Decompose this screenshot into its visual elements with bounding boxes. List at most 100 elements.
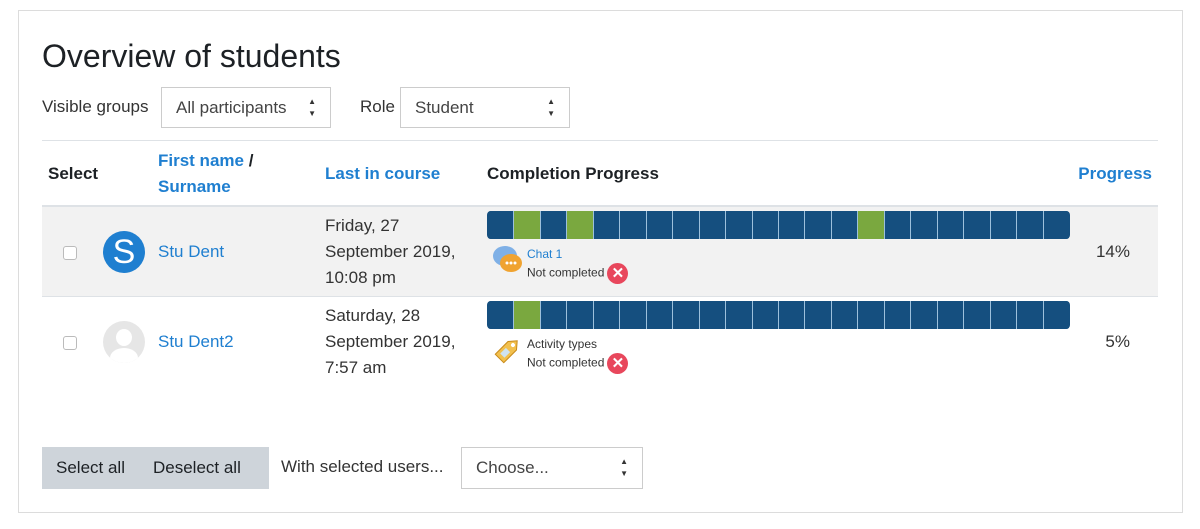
student-name-link[interactable]: Stu Dent <box>158 242 225 261</box>
header-name: First name / Surname <box>158 148 253 200</box>
activity-segment-incomplete[interactable] <box>989 301 1017 329</box>
date-line: Saturday, 28 <box>325 306 421 325</box>
student-name-link[interactable]: Stu Dent2 <box>158 332 234 351</box>
activity-segment-incomplete[interactable] <box>751 301 778 329</box>
activity-info: Chat 1 Not completed ✕ <box>492 245 629 284</box>
activity-segment-completed[interactable] <box>513 211 540 239</box>
activity-segment-incomplete[interactable] <box>963 211 990 239</box>
selection-button-group: Select all Deselect all <box>42 447 269 489</box>
visible-groups-select[interactable]: All participants ▲ ▼ <box>161 87 331 128</box>
activity-segment-incomplete[interactable] <box>539 301 567 329</box>
not-completed-icon: ✕ <box>607 263 629 284</box>
time-line: 7:57 am <box>325 358 387 377</box>
activity-segment-completed[interactable] <box>566 211 593 239</box>
activity-segment-incomplete[interactable] <box>619 301 646 329</box>
activity-segment-incomplete[interactable] <box>725 301 752 329</box>
activity-name: Activity types <box>527 337 598 351</box>
activity-segment-completed[interactable] <box>857 211 884 239</box>
activity-segment-incomplete[interactable] <box>488 211 514 239</box>
completion-progress-bar[interactable] <box>487 301 1070 329</box>
header-slash: / <box>243 151 254 170</box>
activity-segment-incomplete[interactable] <box>883 211 911 239</box>
date-line: September 2019, <box>325 332 456 351</box>
visible-groups-value: All participants <box>176 97 287 117</box>
progress-percent: 5% <box>1105 332 1130 351</box>
row-checkbox[interactable] <box>63 336 77 350</box>
activity-segment-incomplete[interactable] <box>857 301 884 329</box>
activity-segment-incomplete[interactable] <box>936 301 964 329</box>
activity-segment-incomplete[interactable] <box>698 301 726 329</box>
role-select[interactable]: Student ▲ ▼ <box>400 87 570 128</box>
avatar: S <box>103 231 145 273</box>
activity-segment-incomplete[interactable] <box>566 301 593 329</box>
time-line: 10:08 pm <box>325 268 396 287</box>
activity-segment-incomplete[interactable] <box>539 211 567 239</box>
activity-segment-incomplete[interactable] <box>936 211 964 239</box>
activity-segment-incomplete[interactable] <box>777 211 805 239</box>
date-line: September 2019, <box>325 242 456 261</box>
choose-value: Choose... <box>476 458 549 477</box>
activity-segment-incomplete[interactable] <box>910 301 937 329</box>
activity-segment-incomplete[interactable] <box>645 301 673 329</box>
divider <box>42 140 1158 141</box>
activity-segment-incomplete[interactable] <box>989 211 1017 239</box>
select-arrows-icon: ▲ ▼ <box>308 96 316 118</box>
select-arrows-icon: ▲ ▼ <box>547 96 555 118</box>
activity-segment-completed[interactable] <box>513 301 540 329</box>
activity-segment-incomplete[interactable] <box>592 301 620 329</box>
with-selected-select[interactable]: Choose... ▲ ▼ <box>461 447 643 489</box>
activity-segment-incomplete[interactable] <box>488 301 514 329</box>
activity-segment-incomplete[interactable] <box>804 211 831 239</box>
page-title: Overview of students <box>42 38 341 74</box>
activity-segment-incomplete[interactable] <box>1016 211 1043 239</box>
chat-icon <box>493 246 522 272</box>
avatar-placeholder <box>103 321 145 363</box>
activity-segment-incomplete[interactable] <box>725 211 752 239</box>
deselect-all-button[interactable]: Deselect all <box>152 458 241 477</box>
activity-segment-incomplete[interactable] <box>1042 301 1069 329</box>
divider <box>42 205 1158 207</box>
activity-segment-incomplete[interactable] <box>672 301 699 329</box>
status-text: Not completed <box>527 355 605 370</box>
divider <box>42 296 1158 297</box>
completion-progress-bar[interactable] <box>487 211 1070 239</box>
activity-segment-incomplete[interactable] <box>830 211 858 239</box>
sort-progress[interactable]: Progress <box>1078 164 1152 183</box>
activity-segment-incomplete[interactable] <box>777 301 805 329</box>
activity-segment-incomplete[interactable] <box>804 301 831 329</box>
date-line: Friday, 27 <box>325 216 400 235</box>
header-select: Select <box>48 164 99 183</box>
activity-segment-incomplete[interactable] <box>619 211 646 239</box>
progress-percent: 14% <box>1095 242 1130 261</box>
row-checkbox[interactable] <box>63 246 77 260</box>
activity-segment-incomplete[interactable] <box>910 211 937 239</box>
activity-segment-incomplete[interactable] <box>883 301 911 329</box>
sort-surname[interactable]: Surname <box>158 177 231 196</box>
activity-segment-incomplete[interactable] <box>645 211 673 239</box>
select-all-button[interactable]: Select all <box>56 458 125 477</box>
select-arrows-icon: ▲ ▼ <box>620 457 628 478</box>
not-completed-icon: ✕ <box>607 353 629 374</box>
sort-first-name[interactable]: First name <box>158 151 244 170</box>
sort-last-in-course[interactable]: Last in course <box>325 164 441 183</box>
label-tag-icon <box>494 340 518 364</box>
header-completion-progress: Completion Progress <box>487 164 659 183</box>
activity-segment-incomplete[interactable] <box>963 301 990 329</box>
role-label: Role <box>360 97 395 116</box>
last-in-course: Friday, 27 September 2019, 10:08 pm <box>325 213 455 291</box>
activity-segment-incomplete[interactable] <box>698 211 726 239</box>
activity-link[interactable]: Chat 1 <box>527 247 563 261</box>
activity-segment-incomplete[interactable] <box>1016 301 1043 329</box>
activity-segment-incomplete[interactable] <box>592 211 620 239</box>
activity-segment-incomplete[interactable] <box>830 301 858 329</box>
activity-segment-incomplete[interactable] <box>672 211 699 239</box>
activity-info: Activity types Not completed ✕ <box>492 335 629 374</box>
with-selected-label: With selected users... <box>281 457 444 476</box>
role-value: Student <box>415 97 474 117</box>
status-text: Not completed <box>527 265 605 280</box>
overview-panel <box>18 10 1183 513</box>
visible-groups-label: Visible groups <box>42 97 149 116</box>
last-in-course: Saturday, 28 September 2019, 7:57 am <box>325 303 455 381</box>
activity-segment-incomplete[interactable] <box>751 211 778 239</box>
activity-segment-incomplete[interactable] <box>1042 211 1069 239</box>
